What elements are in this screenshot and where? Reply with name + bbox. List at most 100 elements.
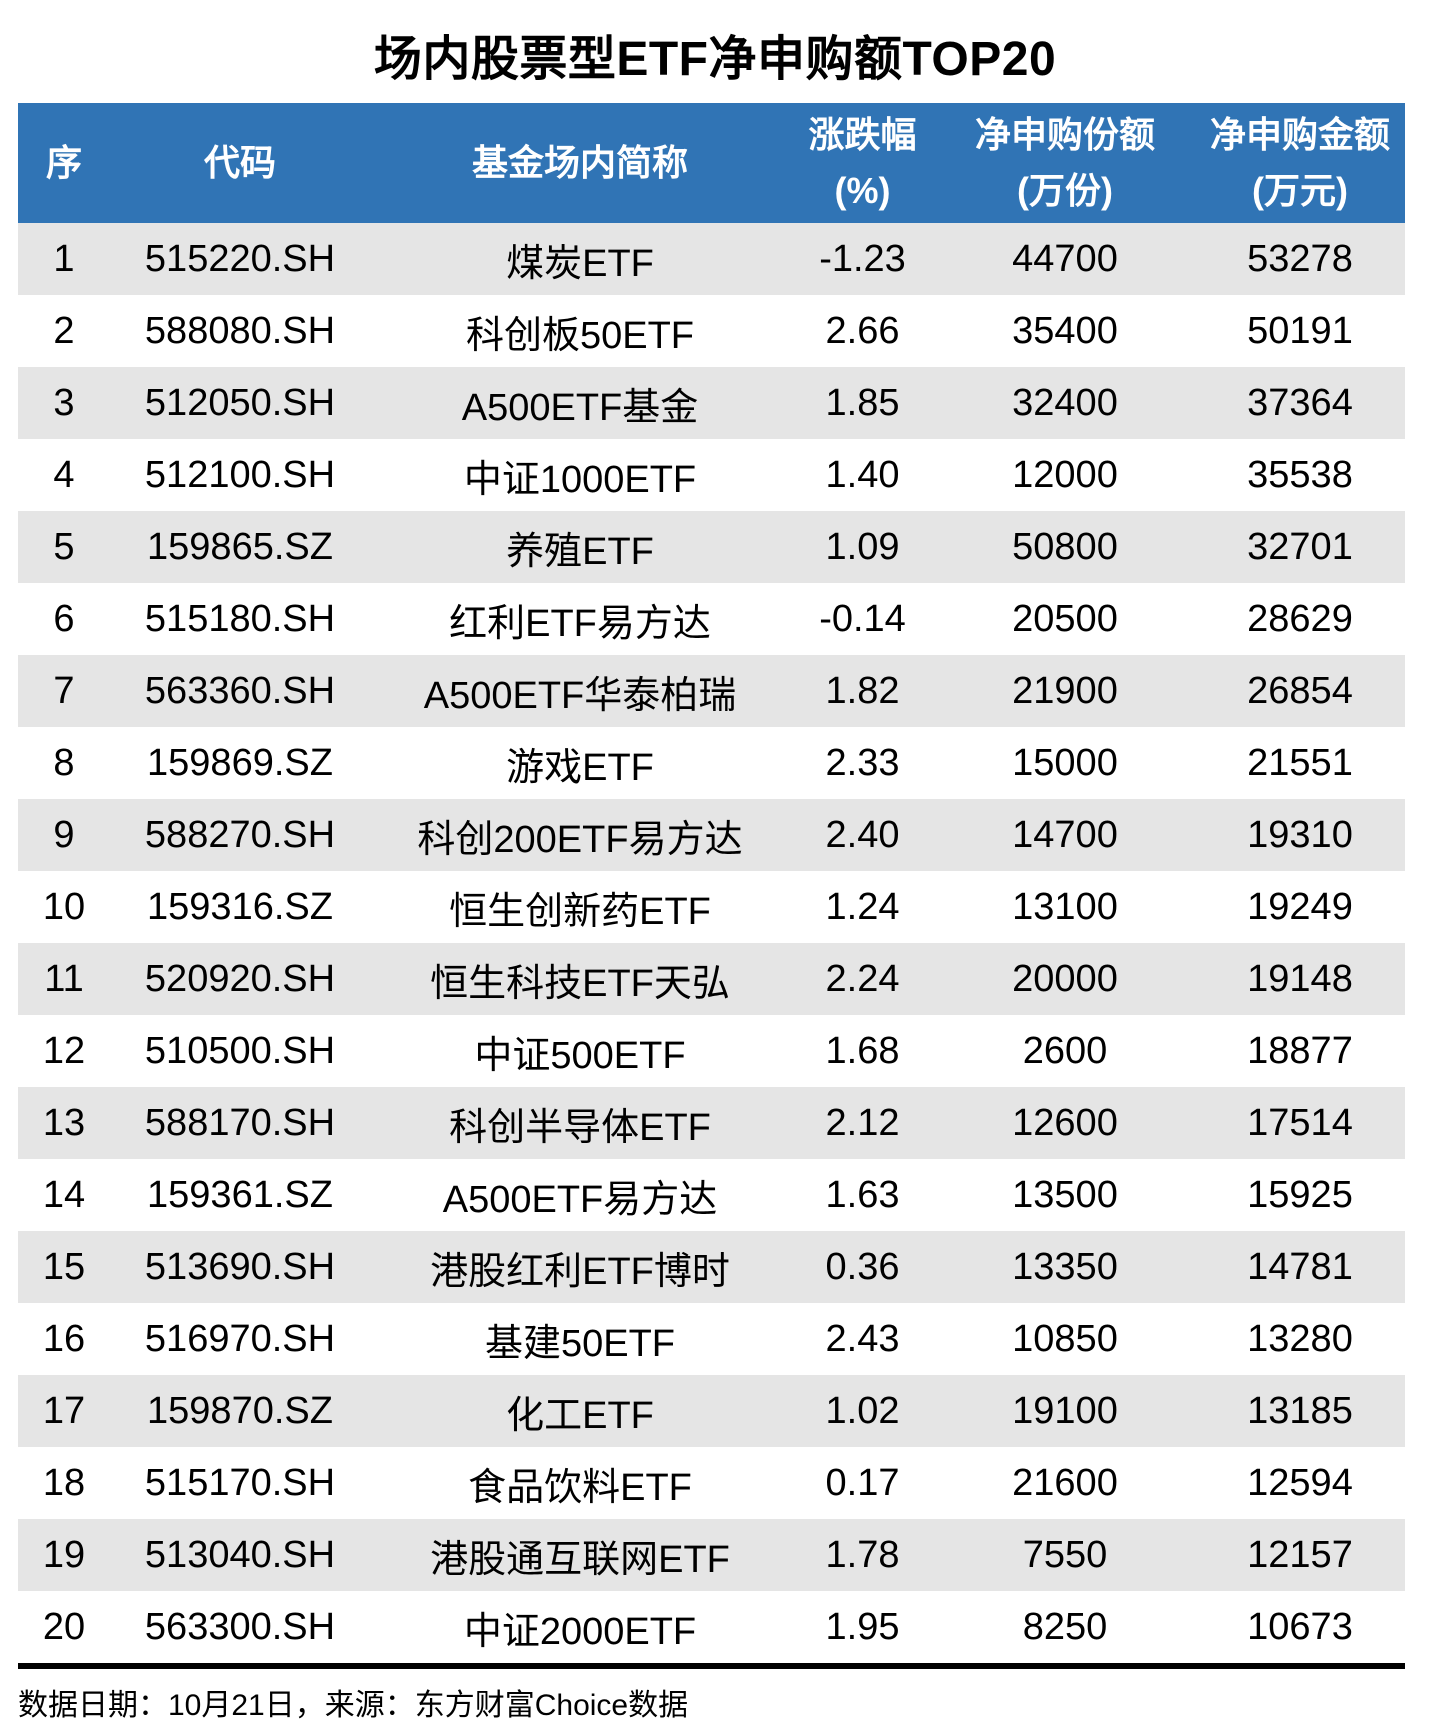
cell-rank: 5 — [53, 525, 75, 568]
cell-rank: 12 — [42, 1029, 86, 1072]
cell-name: 港股通互联网ETF — [430, 1538, 730, 1581]
header-label: 净申购金额 — [1209, 114, 1390, 156]
cell-code: 515170.SH — [144, 1461, 336, 1504]
cell-rank: 11 — [44, 957, 84, 1000]
table-header-row: 序 代码 基金场内简称 涨跌幅 (%) 净申购份额 (万份) — [18, 103, 1405, 223]
cell-name: 养殖ETF — [506, 530, 654, 573]
cell-shares: 44700 — [1012, 237, 1118, 280]
header-cell-amount: 净申购金额 (万元) — [1195, 103, 1405, 223]
cell-code: 563360.SH — [144, 669, 336, 712]
cell-shares: 20000 — [1012, 957, 1118, 1000]
cell-shares: 15000 — [1012, 741, 1118, 784]
cell-rank: 4 — [53, 453, 75, 496]
cell-code: 159316.SZ — [147, 885, 333, 928]
cell-shares: 21600 — [1012, 1461, 1118, 1504]
cell-change: 1.82 — [825, 669, 900, 712]
header-label: 基金场内简称 — [471, 142, 688, 184]
cell-rank: 10 — [42, 885, 86, 928]
table-row: 20 563300.SH 中证2000ETF 1.95 8250 10673 — [18, 1591, 1405, 1663]
title-bar: 场内股票型ETF净申购额TOP20 — [0, 0, 1430, 103]
cell-amount: 50191 — [1247, 309, 1353, 352]
cell-code: 159865.SZ — [147, 525, 333, 568]
cell-rank: 16 — [42, 1317, 86, 1360]
table-row: 1 515220.SH 煤炭ETF -1.23 44700 53278 — [18, 223, 1405, 295]
cell-rank: 7 — [53, 669, 75, 712]
table-row: 17 159870.SZ 化工ETF 1.02 19100 13185 — [18, 1375, 1405, 1447]
cell-amount: 14781 — [1247, 1245, 1353, 1288]
cell-change: 1.63 — [825, 1173, 900, 1216]
cell-name: 煤炭ETF — [506, 242, 654, 285]
header-sublabel: (万份) — [1017, 170, 1113, 211]
cell-name: 化工ETF — [506, 1394, 654, 1437]
cell-change: -1.23 — [819, 237, 906, 280]
header-label: 代码 — [203, 142, 276, 184]
cell-amount: 26854 — [1247, 669, 1353, 712]
table-row: 18 515170.SH 食品饮料ETF 0.17 21600 12594 — [18, 1447, 1405, 1519]
cell-change: 0.17 — [825, 1461, 900, 1504]
table-row: 19 513040.SH 港股通互联网ETF 1.78 7550 12157 — [18, 1519, 1405, 1591]
cell-code: 588080.SH — [144, 309, 336, 352]
cell-amount: 10673 — [1247, 1605, 1353, 1648]
cell-shares: 8250 — [1022, 1605, 1108, 1648]
cell-change: 2.12 — [825, 1101, 900, 1144]
header-cell-change: 涨跌幅 (%) — [790, 103, 935, 223]
header-cell-name: 基金场内简称 — [370, 103, 790, 223]
cell-amount: 28629 — [1247, 597, 1353, 640]
cell-code: 159361.SZ — [147, 1173, 333, 1216]
cell-rank: 13 — [42, 1101, 86, 1144]
cell-amount: 12157 — [1247, 1533, 1353, 1576]
table-row: 9 588270.SH 科创200ETF易方达 2.40 14700 19310 — [18, 799, 1405, 871]
cell-name: 恒生创新药ETF — [449, 890, 711, 933]
cell-name: A500ETF基金 — [461, 386, 699, 429]
cell-code: 588270.SH — [144, 813, 336, 856]
table-row: 2 588080.SH 科创板50ETF 2.66 35400 50191 — [18, 295, 1405, 367]
cell-code: 563300.SH — [144, 1605, 336, 1648]
cell-change: 1.02 — [825, 1389, 900, 1432]
cell-rank: 17 — [42, 1389, 86, 1432]
cell-code: 520920.SH — [144, 957, 336, 1000]
cell-code: 513690.SH — [144, 1245, 336, 1288]
header-sublabel: (%) — [834, 170, 891, 211]
cell-change: 2.43 — [825, 1317, 900, 1360]
cell-amount: 12594 — [1247, 1461, 1353, 1504]
table-row: 8 159869.SZ 游戏ETF 2.33 15000 21551 — [18, 727, 1405, 799]
table-row: 6 515180.SH 红利ETF易方达 -0.14 20500 28629 — [18, 583, 1405, 655]
cell-shares: 21900 — [1012, 669, 1118, 712]
cell-shares: 13500 — [1012, 1173, 1118, 1216]
cell-shares: 7550 — [1022, 1533, 1108, 1576]
header-cell-shares: 净申购份额 (万份) — [935, 103, 1195, 223]
cell-change: 1.09 — [825, 525, 900, 568]
table-row: 4 512100.SH 中证1000ETF 1.40 12000 35538 — [18, 439, 1405, 511]
table-row: 13 588170.SH 科创半导体ETF 2.12 12600 17514 — [18, 1087, 1405, 1159]
table-row: 3 512050.SH A500ETF基金 1.85 32400 37364 — [18, 367, 1405, 439]
cell-name: 基建50ETF — [484, 1322, 676, 1365]
cell-name: 恒生科技ETF天弘 — [430, 962, 730, 1005]
cell-change: 2.33 — [825, 741, 900, 784]
cell-change: -0.14 — [819, 597, 906, 640]
cell-amount: 37364 — [1247, 381, 1353, 424]
cell-shares: 2600 — [1022, 1029, 1108, 1072]
cell-amount: 53278 — [1247, 237, 1353, 280]
cell-rank: 9 — [53, 813, 75, 856]
cell-code: 159870.SZ — [147, 1389, 333, 1432]
cell-name: 中证2000ETF — [463, 1610, 697, 1653]
cell-amount: 35538 — [1247, 453, 1353, 496]
header-sublabel: (万元) — [1252, 170, 1348, 211]
cell-change: 1.78 — [825, 1533, 900, 1576]
header-cell-rank: 序 — [18, 103, 110, 223]
cell-shares: 13100 — [1012, 885, 1118, 928]
cell-name: 中证1000ETF — [463, 458, 697, 501]
cell-amount: 19249 — [1247, 885, 1353, 928]
cell-name: 中证500ETF — [474, 1034, 686, 1077]
table-row: 15 513690.SH 港股红利ETF博时 0.36 13350 14781 — [18, 1231, 1405, 1303]
footer-note: 数据日期：10月21日，来源：东方财富Choice数据 — [18, 1689, 689, 1722]
cell-change: 2.24 — [825, 957, 900, 1000]
cell-rank: 20 — [42, 1605, 86, 1648]
table-row: 10 159316.SZ 恒生创新药ETF 1.24 13100 19249 — [18, 871, 1405, 943]
cell-change: 2.40 — [825, 813, 900, 856]
cell-shares: 50800 — [1012, 525, 1118, 568]
cell-change: 0.36 — [825, 1245, 900, 1288]
cell-amount: 19148 — [1247, 957, 1353, 1000]
cell-rank: 18 — [42, 1461, 86, 1504]
cell-name: A500ETF易方达 — [442, 1178, 718, 1221]
